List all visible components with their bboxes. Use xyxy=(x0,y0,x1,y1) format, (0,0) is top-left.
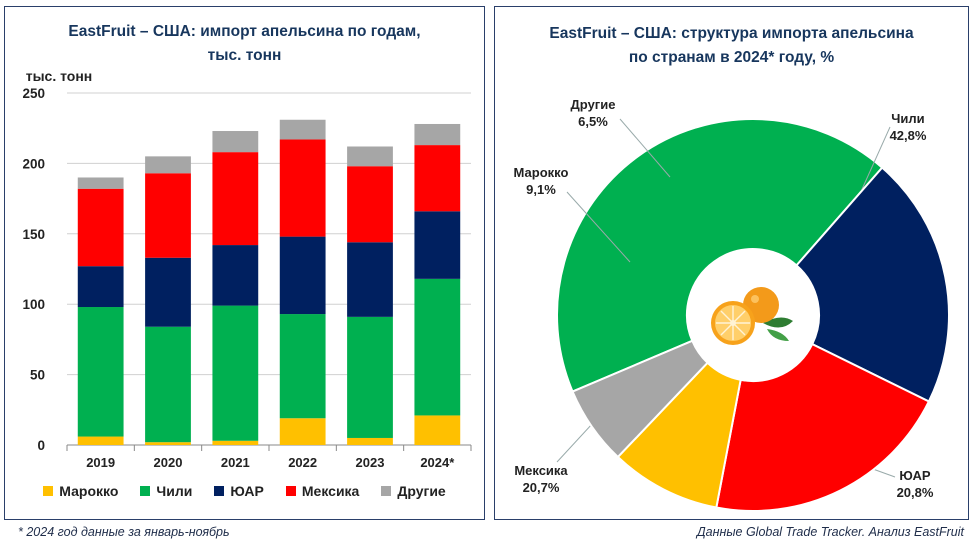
bar-segment xyxy=(145,257,191,327)
legend-item: Марокко xyxy=(43,483,118,499)
x-tick-label: 2023 xyxy=(356,455,385,470)
bar-segment xyxy=(279,418,326,445)
donut-chart: Чили 42,8% ЮАР 20,8% Мексика 20,7% Марокко 9,1%… xyxy=(514,97,950,512)
y-tick-label: 150 xyxy=(22,227,45,242)
slice-name-label: Другие xyxy=(571,97,616,112)
slice-value-label: 20,7% xyxy=(523,480,560,495)
slice-value-label: 42,8% xyxy=(890,128,927,143)
bar-segment xyxy=(279,236,326,315)
donut-slice xyxy=(571,339,709,459)
bar-segment xyxy=(212,245,259,306)
y-tick-label: 250 xyxy=(22,86,45,101)
bar-segment xyxy=(279,119,326,140)
bar-segment xyxy=(347,316,393,438)
legend-swatch xyxy=(381,486,392,496)
bar-segment xyxy=(279,139,326,237)
legend-item: Чили xyxy=(140,483,192,499)
bar-segment xyxy=(414,145,461,212)
slice-name-label: Марокко xyxy=(514,165,569,180)
y-axis-label: тыс. тонн xyxy=(26,68,93,84)
slice-name-label: Чили xyxy=(891,111,924,126)
source-note: Данные Global Trade Tracker. Анализ East… xyxy=(696,525,964,539)
orange-fruit-icon xyxy=(711,287,793,345)
legend-item: Другие xyxy=(381,483,446,499)
x-tick-label: 2024* xyxy=(420,455,455,470)
slice-name-label: Мексика xyxy=(514,463,568,478)
x-tick-label: 2022 xyxy=(288,455,317,470)
bar-segment xyxy=(145,156,191,174)
bar-segment xyxy=(414,415,461,445)
bar-segment xyxy=(77,307,124,437)
bar-segment xyxy=(77,177,124,189)
x-tick-label: 2020 xyxy=(154,455,183,470)
y-tick-label: 100 xyxy=(22,297,45,312)
bar-segment xyxy=(279,314,326,419)
bar-chart-legend: Марокко Чили ЮАР Мексика Другие xyxy=(5,483,484,499)
slice-value-label: 20,8% xyxy=(897,485,934,500)
legend-label: Другие xyxy=(397,483,446,499)
donut-slice xyxy=(715,342,931,512)
slice-value-label: 9,1% xyxy=(526,182,556,197)
bar-segment xyxy=(77,266,124,308)
bar-segment xyxy=(77,188,124,267)
bar-chart-panel: EastFruit – США: импорт апельсина по год… xyxy=(4,6,485,520)
slice-name-label: ЮАР xyxy=(899,468,930,483)
bar-segment xyxy=(212,305,259,441)
bar-segment xyxy=(145,326,191,443)
legend-label: Чили xyxy=(156,483,193,499)
bar-chart-title-line2: тыс. тонн xyxy=(207,47,282,64)
donut-slice xyxy=(556,118,884,393)
bar-segment xyxy=(347,242,393,317)
y-tick-label: 0 xyxy=(37,438,45,453)
legend-swatch xyxy=(285,486,296,496)
bar-segment xyxy=(347,437,393,445)
y-tick-label: 50 xyxy=(30,368,45,383)
bar-chart-title-line1: EastFruit – США: импорт апельсина по год… xyxy=(68,23,421,40)
donut-slice xyxy=(795,166,950,403)
bar-segment xyxy=(414,211,461,279)
legend-item: ЮАР xyxy=(214,483,264,499)
bar-segment xyxy=(212,440,259,445)
bar-segment xyxy=(347,146,393,167)
footnote-2024: * 2024 год данные за январь-ноябрь xyxy=(18,525,230,539)
leader-line xyxy=(619,118,671,178)
legend-label: Марокко xyxy=(59,483,119,499)
pie-chart-panel: EastFruit – США: структура импорта апель… xyxy=(494,6,969,520)
legend-label: ЮАР xyxy=(230,483,264,499)
leader-line xyxy=(566,191,631,263)
bar-chart: тыс. тонн 0 50 100 150 200 250 2019 2020 2021 2022… xyxy=(22,68,472,470)
bar-segment xyxy=(414,278,461,416)
legend-label: Мексика xyxy=(301,483,360,499)
bar-segment xyxy=(347,166,393,243)
legend-swatch xyxy=(43,486,54,496)
bar-segment xyxy=(145,173,191,258)
x-tick-label: 2021 xyxy=(221,455,250,470)
bar-segment xyxy=(414,123,461,146)
legend-swatch xyxy=(214,486,225,496)
x-tick-label: 2019 xyxy=(86,455,115,470)
bar-segment xyxy=(212,152,259,246)
y-tick-label: 200 xyxy=(22,156,45,171)
bar-segment xyxy=(77,436,124,445)
legend-item: Мексика xyxy=(285,483,360,499)
pie-chart-title-line2: по странам в 2024* году, % xyxy=(628,49,835,66)
slice-value-label: 6,5% xyxy=(578,114,608,129)
bar-segment xyxy=(212,131,259,153)
legend-swatch xyxy=(140,486,151,496)
bar-segment xyxy=(145,442,191,445)
pie-chart-title-line1: EastFruit – США: структура импорта апель… xyxy=(549,25,914,42)
